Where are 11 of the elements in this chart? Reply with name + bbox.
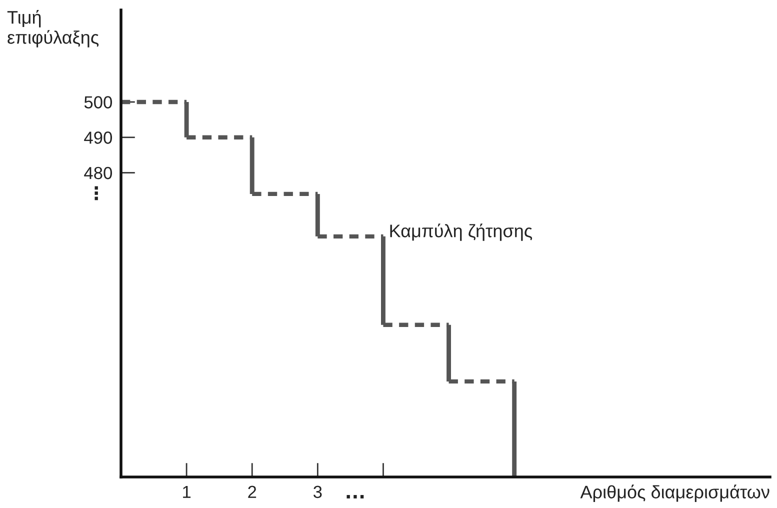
y-tick-label: 500 bbox=[84, 96, 112, 108]
text: ··· bbox=[346, 495, 364, 498]
x-tick-label: 2 bbox=[248, 486, 256, 498]
x-tick-label: 3 bbox=[314, 486, 322, 498]
x-tick-label: 1 bbox=[183, 486, 191, 498]
x-axis-title: Αριθμός διαμερισμάτων bbox=[580, 484, 770, 502]
text: ⋮ bbox=[94, 186, 98, 200]
y-tick-label: 480 bbox=[84, 166, 112, 180]
y-tick-label: 490 bbox=[84, 132, 112, 144]
y-axis-title: Τιμή επιφύλαξης bbox=[7, 10, 99, 48]
annotation: Καμπύλη ζήτησης bbox=[390, 224, 532, 241]
